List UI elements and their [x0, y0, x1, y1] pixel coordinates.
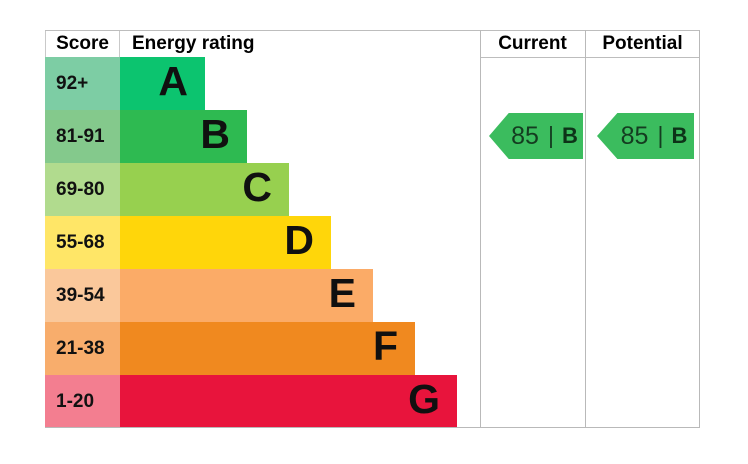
potential-rating-arrow: 85 | B [597, 113, 694, 159]
band-row-c: 69-80 C [45, 163, 525, 216]
band-bar-d: D [120, 216, 331, 269]
column-header-score: Score [45, 31, 120, 57]
band-row-a: 92+ A [45, 57, 525, 110]
band-letter: A [158, 58, 188, 105]
potential-rating-band: B [671, 123, 688, 148]
band-bar-a: A [120, 57, 205, 110]
band-letter: F [372, 323, 398, 370]
current-column-left-border [480, 30, 481, 428]
band-letter: B [200, 111, 230, 158]
column-header-energy-rating: Energy rating [132, 33, 255, 54]
current-rating-separator: | [547, 121, 554, 148]
band-bar-f: F [120, 322, 415, 375]
current-rating-arrow: 85 | B [489, 113, 583, 159]
band-score-range: 21-38 [45, 322, 120, 375]
band-row-e: 39-54 E [45, 269, 525, 322]
header-bottom-border [480, 57, 700, 58]
band-score-range: 81-91 [45, 110, 120, 163]
band-score-range: 69-80 [45, 163, 120, 216]
table-bottom-border [45, 427, 700, 428]
band-bar-b: B [120, 110, 247, 163]
epc-table: Score Energy rating Current Potential 92… [45, 30, 700, 428]
band-bar-g: G [120, 375, 457, 428]
band-score-range: 92+ [45, 57, 120, 110]
column-header-potential: Potential [602, 33, 683, 54]
band-letter: G [408, 376, 440, 423]
potential-column-left-border [585, 30, 586, 428]
current-rating-band: B [561, 123, 578, 148]
band-row-d: 55-68 D [45, 216, 525, 269]
band-row-g: 1-20 G [45, 375, 525, 428]
potential-rating-separator: | [657, 121, 664, 148]
band-row-b: 81-91 B [45, 110, 525, 163]
current-rating-value: 85 [511, 121, 539, 150]
band-letter: D [284, 217, 314, 264]
table-top-border [45, 30, 700, 31]
band-bar-c: C [120, 163, 289, 216]
band-letter: C [242, 164, 272, 211]
band-score-range: 39-54 [45, 269, 120, 322]
column-header-current: Current [498, 33, 567, 54]
band-score-range: 55-68 [45, 216, 120, 269]
band-score-range: 1-20 [45, 375, 120, 428]
band-bar-e: E [120, 269, 373, 322]
band-row-f: 21-38 F [45, 322, 525, 375]
table-right-border [699, 30, 700, 428]
band-letter: E [328, 270, 356, 317]
potential-rating-value: 85 [620, 121, 649, 150]
